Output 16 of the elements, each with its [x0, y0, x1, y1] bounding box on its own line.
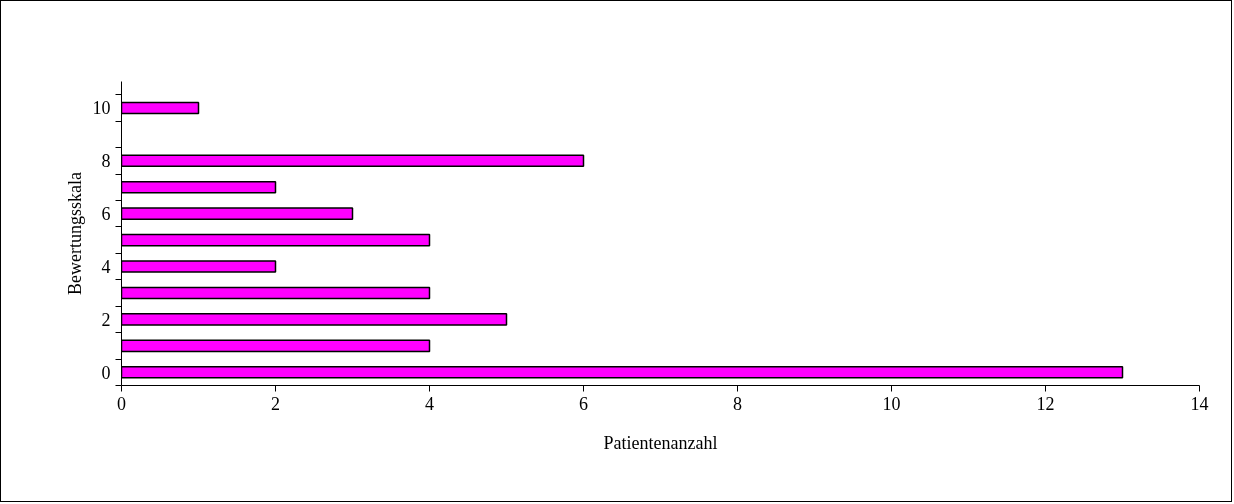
y-tick-label: 6: [101, 204, 111, 225]
x-tick-label: 2: [271, 393, 280, 414]
x-tick-label: 14: [1190, 393, 1209, 414]
x-tick-label: 6: [579, 393, 588, 414]
x-tick-label: 4: [425, 393, 434, 414]
y-tick-label: 10: [92, 98, 111, 119]
y-tick-label: 8: [101, 151, 111, 172]
x-tick-label: 12: [1036, 393, 1055, 414]
x-tick-label: 10: [882, 393, 901, 414]
y-tick-label: 0: [101, 362, 111, 383]
x-tick-label: 8: [733, 393, 742, 414]
y-axis-title: Bewertungsskala: [64, 172, 85, 295]
y-tick-label: 4: [101, 257, 111, 278]
y-tick-label: 2: [101, 309, 111, 330]
x-tick-label: 0: [117, 393, 126, 414]
x-axis-title: Patientenanzahl: [603, 432, 718, 453]
